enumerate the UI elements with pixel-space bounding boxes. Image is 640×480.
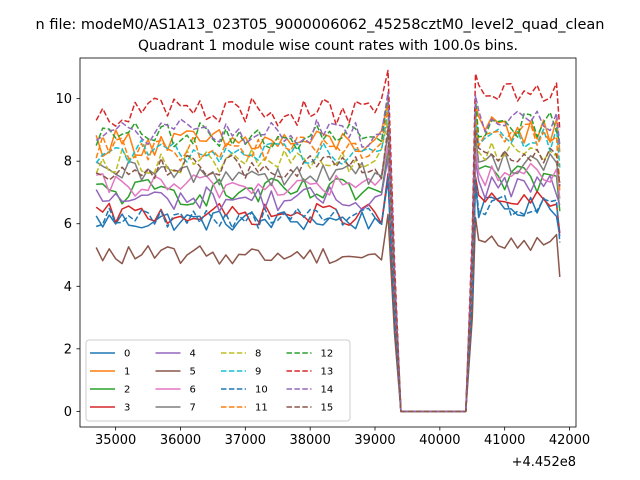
y-tick-label: 0: [64, 405, 72, 420]
legend-label-5: 5: [190, 367, 196, 378]
y-tick-label: 10: [55, 92, 72, 107]
legend-label-3: 3: [124, 403, 130, 414]
x-tick-label: 42000: [549, 433, 590, 448]
y-tick-label: 4: [64, 280, 72, 295]
legend-box: [85, 339, 351, 422]
y-axis: 0 2 4 6 8 10: [55, 92, 80, 420]
figure-suptitle: n file: modeM0/AS1A13_023T05_9000006062_…: [36, 17, 605, 33]
legend-label-14: 14: [321, 385, 334, 396]
legend-label-8: 8: [255, 349, 261, 360]
series-line-6: [96, 144, 561, 413]
series-line-14: [95, 91, 561, 413]
series-line-1: [95, 101, 561, 413]
legend-label-12: 12: [321, 349, 334, 360]
series-line-15: [95, 126, 561, 413]
legend-label-6: 6: [190, 385, 196, 396]
x-tick-label: 40000: [419, 433, 460, 448]
x-tick-label: 35000: [95, 433, 136, 448]
series-line-8: [95, 119, 561, 413]
series-line-5: [95, 213, 561, 413]
legend-label-7: 7: [190, 403, 196, 414]
plot-frame: [79, 57, 577, 428]
y-tick-label: 8: [64, 155, 72, 170]
x-tick-label: 38000: [289, 433, 330, 448]
series-line-3: [95, 172, 561, 413]
series-line-11: [95, 107, 561, 413]
legend-label-15: 15: [321, 403, 334, 414]
legend-label-0: 0: [124, 349, 130, 360]
legend-label-13: 13: [321, 367, 334, 378]
series-line-4: [95, 157, 561, 413]
series-line-9: [95, 110, 561, 413]
x-tick-label: 36000: [160, 433, 201, 448]
series-lines: [95, 69, 561, 413]
series-line-13: [95, 69, 561, 413]
series-line-2: [96, 151, 561, 413]
legend-label-1: 1: [124, 367, 130, 378]
series-line-10: [95, 176, 561, 413]
x-axis: 35000 36000 37000 38000 39000 40000 41000 42000: [95, 427, 590, 448]
series-line-7: [95, 132, 561, 413]
x-tick-label: 39000: [354, 433, 395, 448]
legend-label-4: 4: [190, 349, 196, 360]
x-axis-offset-label: +4.452e8: [512, 455, 576, 470]
x-tick-label: 41000: [484, 433, 525, 448]
legend-label-2: 2: [124, 385, 130, 396]
legend-label-9: 9: [255, 367, 261, 378]
series-line-12: [95, 94, 561, 413]
chart-title: Quadrant 1 module wise count rates with …: [138, 38, 518, 54]
legend-label-11: 11: [255, 403, 268, 414]
legend-label-10: 10: [255, 385, 268, 396]
y-tick-label: 6: [64, 217, 72, 232]
x-tick-label: 37000: [225, 433, 266, 448]
y-tick-label: 2: [64, 342, 72, 357]
